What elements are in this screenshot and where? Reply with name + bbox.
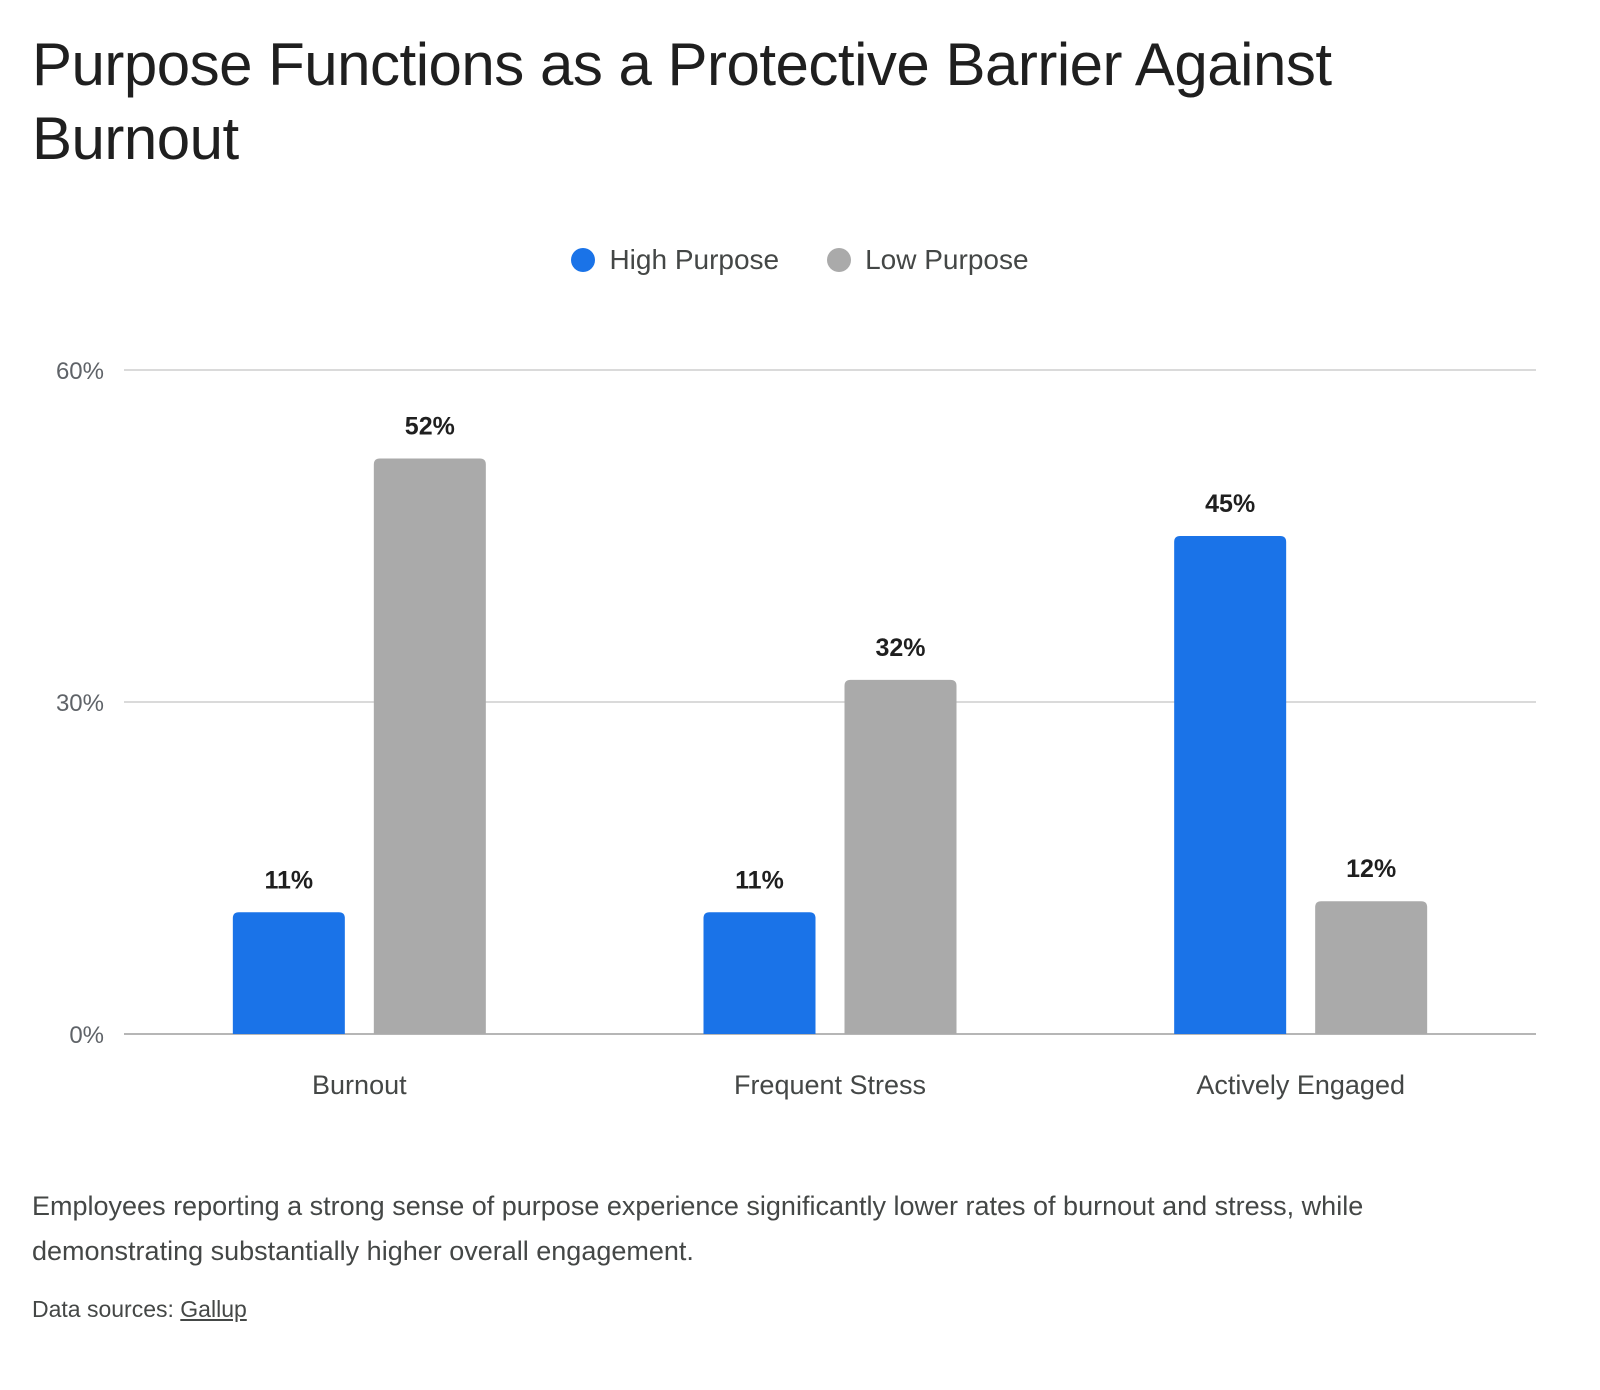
bar-chart: 0% 30% 60% 11% 52% Burnout 11% 32% Frequent Stre… [56, 358, 1536, 1100]
x-tick-label: Frequent Stress [734, 1070, 926, 1100]
bar-high-purpose [703, 912, 816, 1034]
x-tick-label: Burnout [312, 1070, 407, 1100]
y-tick-label: 0% [69, 1022, 104, 1049]
data-label: 52% [405, 413, 455, 441]
legend-item-low-purpose[interactable]: Low Purpose [827, 244, 1029, 276]
bar-high-purpose [1174, 536, 1287, 1034]
data-sources: Data sources: Gallup [32, 1296, 247, 1323]
legend-item-high-purpose[interactable]: High Purpose [571, 244, 779, 276]
legend-label-low-purpose: Low Purpose [865, 244, 1029, 275]
data-label: 11% [264, 866, 313, 894]
chart-caption: Employees reporting a strong sense of pu… [32, 1191, 1364, 1266]
gallup-source-link[interactable]: Gallup [180, 1296, 247, 1322]
data-label: 32% [875, 634, 925, 662]
y-tick-label: 60% [56, 358, 104, 385]
bar-low-purpose [844, 679, 957, 1034]
data-sources-label: Data sources: [32, 1296, 174, 1322]
legend-swatch-low-purpose [827, 248, 852, 272]
x-tick-label: Actively Engaged [1196, 1070, 1405, 1100]
y-tick-label: 30% [56, 690, 104, 717]
bar-high-purpose [232, 912, 345, 1034]
legend-label-high-purpose: High Purpose [609, 244, 780, 275]
legend: High Purpose Low Purpose [0, 244, 1600, 276]
data-label: 45% [1205, 490, 1255, 518]
data-label: 11% [735, 866, 784, 894]
bar-low-purpose [373, 458, 486, 1034]
chart-title: Purpose Functions as a Protective Barrie… [32, 31, 1332, 172]
bar-low-purpose [1315, 901, 1428, 1034]
legend-swatch-high-purpose [571, 248, 596, 272]
data-label: 12% [1346, 855, 1396, 883]
